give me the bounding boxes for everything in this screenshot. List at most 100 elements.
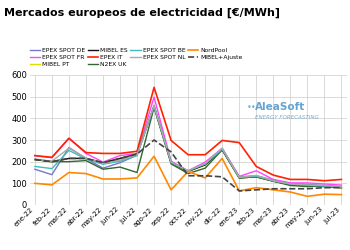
EPEX SPOT BE <box>322 185 327 188</box>
EPEX SPOT NL <box>101 162 105 165</box>
N2EX UK <box>135 171 139 174</box>
EPEX SPOT DE <box>67 146 71 149</box>
EPEX SPOT BE <box>237 176 241 179</box>
EPEX IT <box>50 156 54 159</box>
Text: ENERGY FORECASTING: ENERGY FORECASTING <box>255 116 318 120</box>
MIBEL+Ajuste <box>50 160 54 163</box>
EPEX SPOT NL <box>305 184 309 186</box>
MIBEL PT <box>101 161 105 164</box>
NordPool <box>50 183 54 186</box>
N2EX UK <box>101 168 105 171</box>
EPEX IT <box>339 178 343 181</box>
MIBEL+Ajuste <box>186 174 190 177</box>
MIBEL PT <box>67 157 71 160</box>
MIBEL PT <box>152 105 156 108</box>
MIBEL ES <box>254 175 258 178</box>
EPEX SPOT DE <box>152 104 156 107</box>
N2EX UK <box>203 167 207 170</box>
MIBEL+Ajuste <box>118 157 122 160</box>
MIBEL ES <box>271 180 275 183</box>
NordPool <box>254 186 258 189</box>
EPEX SPOT NL <box>169 161 173 164</box>
MIBEL+Ajuste <box>271 187 275 190</box>
NordPool <box>305 195 309 198</box>
NordPool <box>288 190 292 194</box>
NordPool <box>84 172 88 175</box>
MIBEL ES <box>220 148 224 151</box>
N2EX UK <box>322 184 327 187</box>
EPEX SPOT DE <box>118 161 122 164</box>
MIBEL PT <box>50 160 54 163</box>
NordPool <box>101 178 105 180</box>
EPEX SPOT DE <box>220 147 224 150</box>
MIBEL+Ajuste <box>203 174 207 177</box>
EPEX SPOT BE <box>271 179 275 182</box>
Line: NordPool: NordPool <box>35 156 341 196</box>
N2EX UK <box>305 185 309 188</box>
EPEX SPOT FR <box>84 152 88 155</box>
MIBEL+Ajuste <box>237 190 241 192</box>
Legend: EPEX SPOT DE, EPEX SPOT FR, MIBEL PT, MIBEL ES, EPEX IT, N2EX UK, EPEX SPOT BE, : EPEX SPOT DE, EPEX SPOT FR, MIBEL PT, MI… <box>29 48 243 67</box>
MIBEL+Ajuste <box>101 161 105 164</box>
EPEX SPOT DE <box>50 173 54 176</box>
EPEX SPOT FR <box>271 178 275 181</box>
EPEX SPOT BE <box>339 186 343 189</box>
NordPool <box>186 170 190 173</box>
EPEX SPOT FR <box>152 96 156 98</box>
EPEX IT <box>237 141 241 144</box>
MIBEL+Ajuste <box>305 187 309 190</box>
EPEX SPOT DE <box>101 167 105 170</box>
MIBEL PT <box>271 180 275 183</box>
N2EX UK <box>339 186 343 189</box>
EPEX SPOT FR <box>237 175 241 178</box>
EPEX SPOT FR <box>33 154 37 157</box>
MIBEL+Ajuste <box>322 186 327 189</box>
N2EX UK <box>67 160 71 163</box>
EPEX SPOT NL <box>84 156 88 160</box>
N2EX UK <box>152 106 156 109</box>
EPEX SPOT BE <box>254 175 258 178</box>
MIBEL ES <box>84 157 88 160</box>
EPEX SPOT DE <box>322 184 327 187</box>
EPEX SPOT FR <box>254 169 258 172</box>
NordPool <box>118 178 122 180</box>
MIBEL PT <box>118 157 122 160</box>
EPEX SPOT BE <box>67 149 71 152</box>
EPEX SPOT FR <box>169 160 173 163</box>
Line: EPEX SPOT NL: EPEX SPOT NL <box>35 106 341 186</box>
NordPool <box>322 193 327 196</box>
MIBEL PT <box>237 176 241 180</box>
EPEX SPOT NL <box>203 162 207 165</box>
NordPool <box>237 190 241 192</box>
EPEX SPOT BE <box>84 158 88 160</box>
EPEX SPOT FR <box>322 182 327 186</box>
Text: ••: •• <box>247 103 257 112</box>
NordPool <box>203 176 207 180</box>
EPEX SPOT DE <box>271 178 275 182</box>
EPEX IT <box>118 152 122 155</box>
MIBEL ES <box>135 152 139 156</box>
MIBEL PT <box>169 161 173 164</box>
EPEX SPOT BE <box>203 163 207 166</box>
EPEX IT <box>67 137 71 140</box>
EPEX SPOT BE <box>220 148 224 150</box>
EPEX SPOT DE <box>84 157 88 160</box>
MIBEL PT <box>322 185 327 188</box>
EPEX SPOT BE <box>186 169 190 172</box>
EPEX SPOT FR <box>101 160 105 164</box>
Line: EPEX IT: EPEX IT <box>35 87 341 181</box>
EPEX IT <box>152 86 156 89</box>
EPEX SPOT FR <box>203 160 207 164</box>
EPEX SPOT DE <box>203 162 207 165</box>
MIBEL PT <box>33 158 37 161</box>
MIBEL ES <box>322 185 327 188</box>
MIBEL PT <box>220 148 224 151</box>
MIBEL ES <box>152 105 156 108</box>
MIBEL+Ajuste <box>152 138 156 141</box>
NordPool <box>67 171 71 174</box>
EPEX SPOT NL <box>152 104 156 107</box>
EPEX SPOT NL <box>135 153 139 156</box>
MIBEL ES <box>101 161 105 164</box>
NordPool <box>220 157 224 160</box>
MIBEL ES <box>339 186 343 189</box>
